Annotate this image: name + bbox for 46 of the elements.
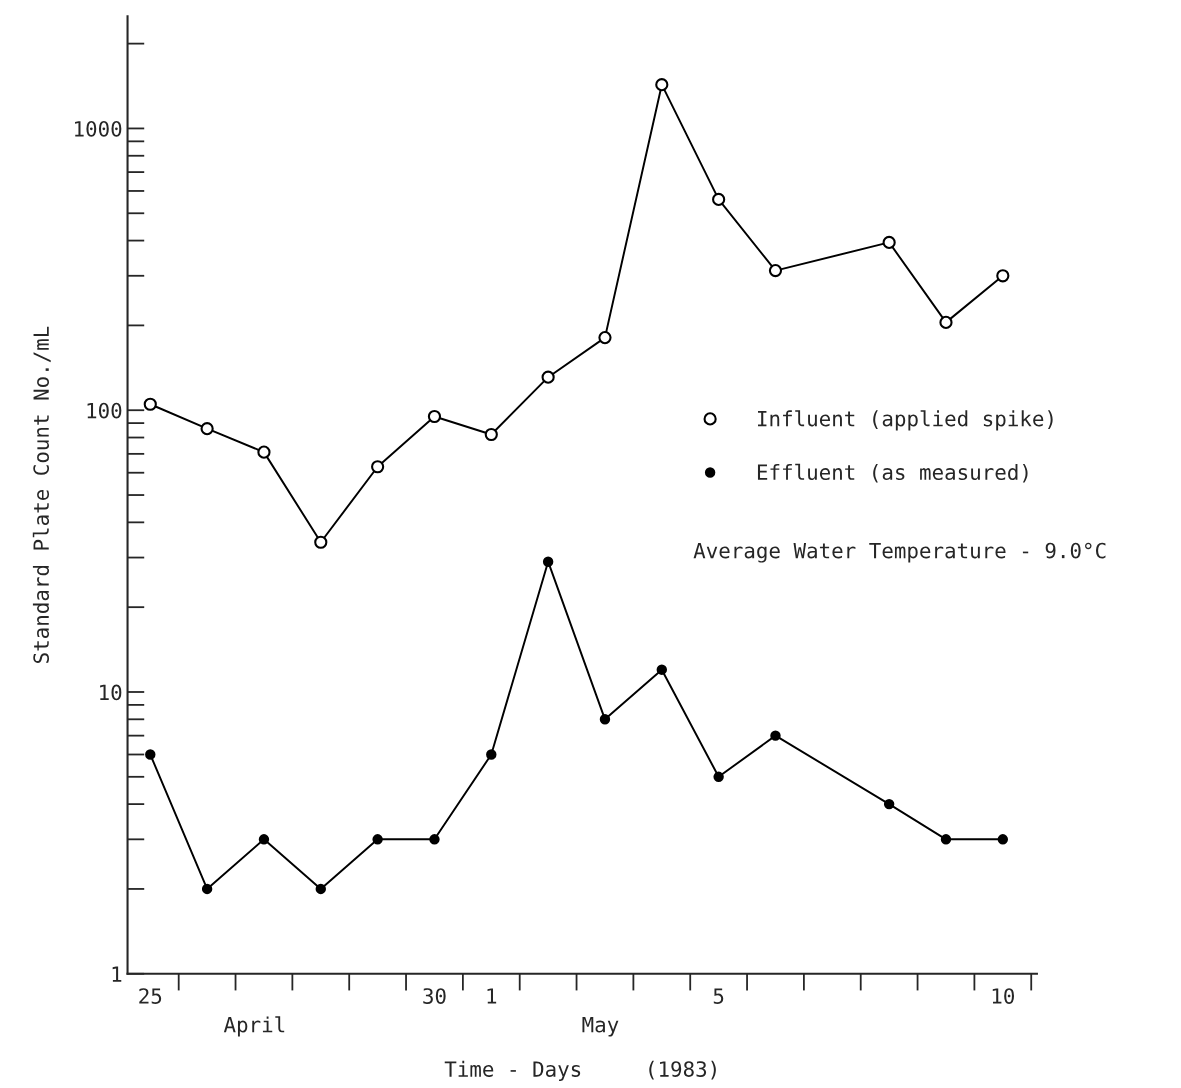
point <box>427 409 442 424</box>
point <box>655 78 669 92</box>
point <box>656 664 668 675</box>
y-tick-label: 100 <box>87 402 122 419</box>
point <box>542 556 554 567</box>
point <box>201 883 213 895</box>
x-tick-label: 25 <box>139 988 162 1004</box>
point <box>258 834 270 845</box>
point <box>882 235 896 250</box>
text: April <box>223 1016 285 1037</box>
point <box>599 714 611 725</box>
annotation: Average Water Temperature - 9.0°C <box>693 542 1106 563</box>
y-tick-label: 1 <box>112 966 122 982</box>
y-tick-label: 1000 <box>75 120 122 137</box>
point <box>484 427 498 442</box>
point <box>712 192 726 206</box>
point <box>940 834 952 845</box>
y-axis-title: Standard Plate Count No./mL <box>32 326 51 663</box>
point <box>768 263 783 278</box>
point <box>883 798 895 810</box>
point <box>372 834 383 845</box>
point <box>143 397 157 411</box>
point <box>145 749 156 760</box>
y-tick-label: 10 <box>100 684 122 701</box>
point <box>541 370 555 384</box>
legend-label: Influent (applied spike) <box>758 410 1053 431</box>
point <box>200 422 214 436</box>
point <box>997 834 1009 845</box>
point <box>996 269 1010 283</box>
point <box>429 834 440 845</box>
point <box>315 883 326 895</box>
point <box>257 445 271 459</box>
point <box>939 315 953 329</box>
x-tick-label: 30 <box>423 988 446 1004</box>
x-axis-title: Time - Days (1983) <box>444 1060 716 1081</box>
x-tick-label: 1 <box>487 988 497 1004</box>
point <box>486 749 497 760</box>
point <box>770 730 781 741</box>
point <box>371 460 385 474</box>
text: May <box>582 1017 619 1037</box>
x-tick-label: 5 <box>713 988 724 1004</box>
point <box>598 331 612 345</box>
point <box>314 535 328 549</box>
legend-label: Effluent (as measured) <box>757 463 1028 483</box>
x-tick-label: 10 <box>992 988 1015 1004</box>
point <box>713 771 724 783</box>
